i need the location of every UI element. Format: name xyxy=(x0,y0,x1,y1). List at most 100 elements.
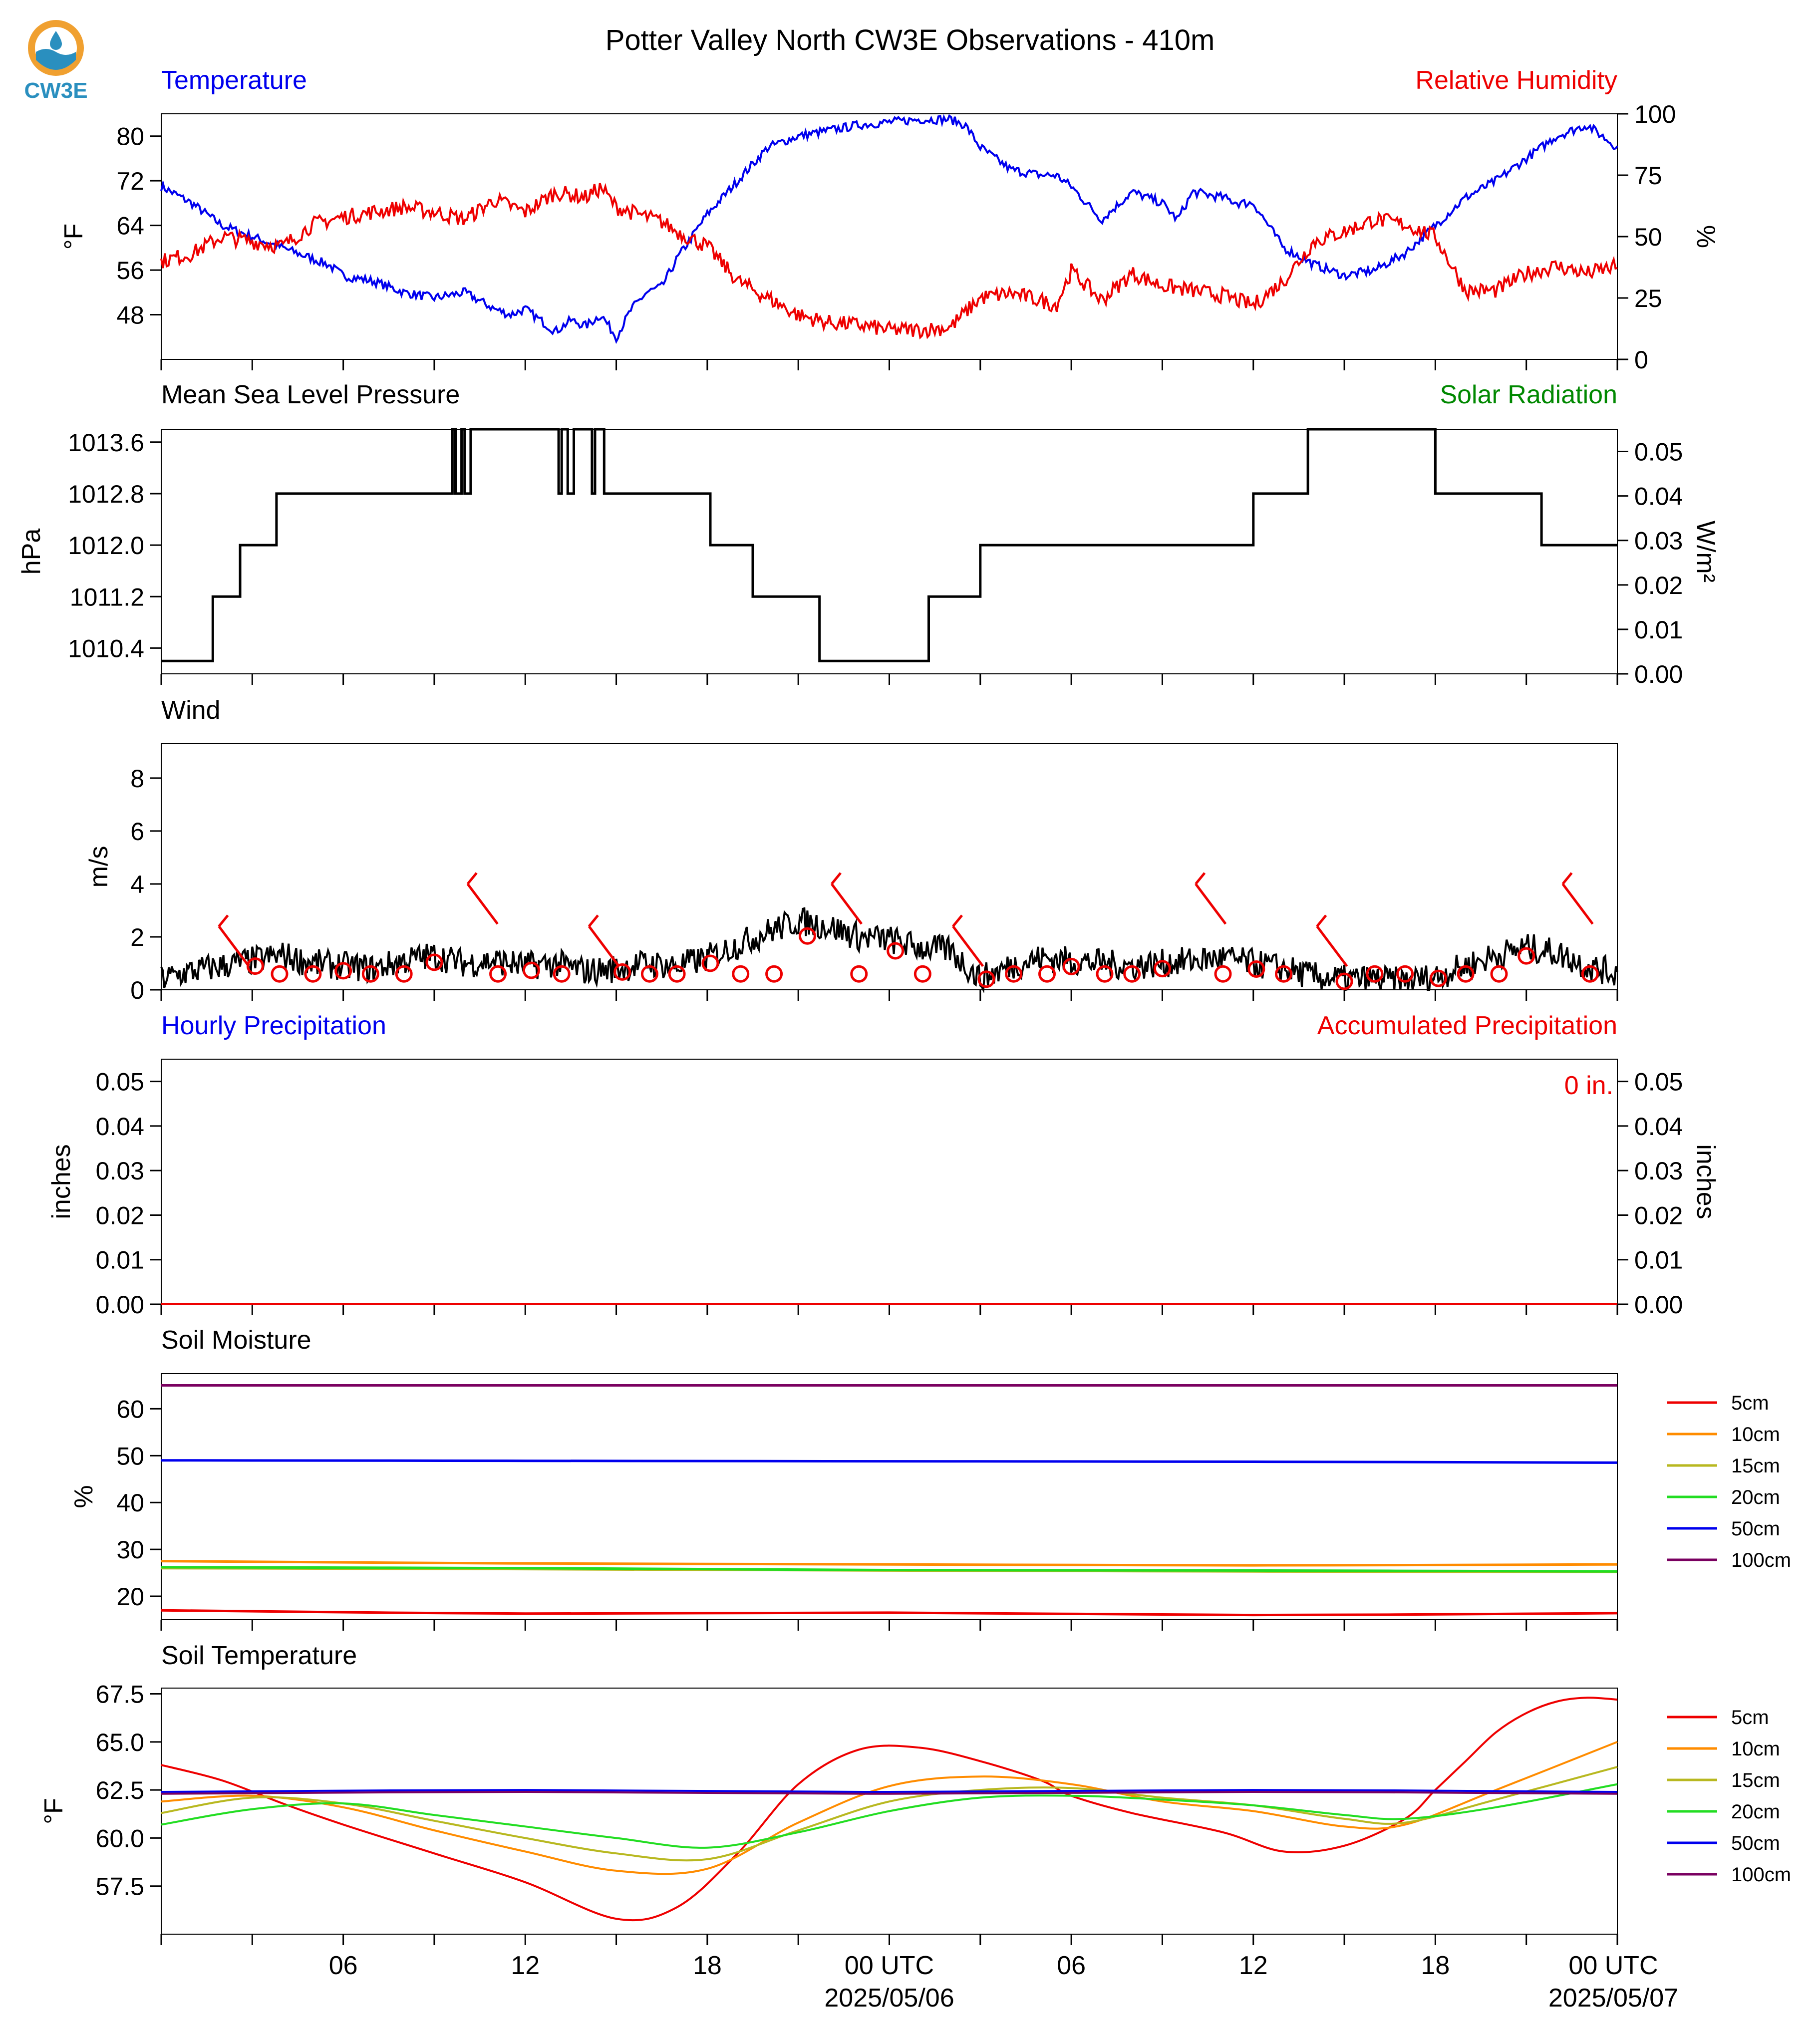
y-tick-label-right: 100 xyxy=(1634,100,1676,128)
panel-title-left: Hourly Precipitation xyxy=(161,1011,386,1040)
calm-wind-marker xyxy=(850,965,868,983)
legend-label: 20cm xyxy=(1731,1486,1780,1508)
calm-wind-marker xyxy=(1062,957,1080,975)
soil-temperature-50cm-line xyxy=(161,1789,1618,1793)
calm-wind-marker xyxy=(613,963,631,981)
y-tick-label: 64 xyxy=(116,212,144,240)
calm-wind-marker xyxy=(246,957,264,975)
panel-title-left: Wind xyxy=(161,696,220,725)
soil-temperature-panel: Soil Temperature 57.5 60.0 62.5 65.0 67.5 °F 5c… xyxy=(39,1641,1791,2013)
y-tick-label: 2 xyxy=(130,923,144,951)
y-axis-label: m/s xyxy=(84,846,113,888)
y-tick-label: 1012.8 xyxy=(68,480,144,508)
temperature-line xyxy=(160,114,1618,344)
calm-wind-marker xyxy=(798,927,816,945)
wind-barb-flag xyxy=(218,914,229,927)
y-tick-label-right: 0.04 xyxy=(1634,1113,1683,1141)
y-tick-label: 40 xyxy=(116,1489,144,1517)
calm-wind-marker xyxy=(1366,965,1384,983)
calm-wind-marker xyxy=(271,965,289,983)
legend-label: 100cm xyxy=(1731,1864,1791,1886)
calm-wind-marker xyxy=(1581,965,1599,983)
y-axis-label-right: inches xyxy=(1691,1144,1720,1219)
calm-wind-marker xyxy=(1275,965,1293,983)
wind-barb-flag xyxy=(466,872,478,885)
calm-wind-marker xyxy=(913,965,931,983)
y-tick-label-right: 0.04 xyxy=(1634,483,1683,511)
y-tick-label: 0.03 xyxy=(96,1157,144,1185)
y-tick-label: 80 xyxy=(116,123,144,151)
y-tick-label: 1011.2 xyxy=(70,583,144,611)
y-tick-label: 62.5 xyxy=(96,1776,144,1804)
calm-wind-marker xyxy=(1457,965,1475,983)
legend-label: 10cm xyxy=(1731,1738,1780,1760)
panel-title-right: Accumulated Precipitation xyxy=(1317,1011,1617,1040)
soil-moisture-5cm-line xyxy=(161,1609,1618,1617)
calm-wind-marker xyxy=(1153,960,1171,978)
y-tick-label: 67.5 xyxy=(96,1681,144,1709)
y-tick-label: 0.01 xyxy=(96,1246,144,1274)
y-tick-label: 60.0 xyxy=(96,1824,144,1852)
soil-moisture-50cm-line xyxy=(161,1459,1618,1464)
legend-label: 5cm xyxy=(1731,1707,1769,1729)
legend-label: 10cm xyxy=(1731,1424,1780,1446)
accumulated-total-label: 0 in. xyxy=(1564,1071,1613,1100)
y-tick-label: 57.5 xyxy=(96,1873,144,1901)
wind-barb-flag xyxy=(952,914,963,927)
y-tick-label: 72 xyxy=(116,167,144,195)
pressure-panel: Mean Sea Level Pressure Solar Radiation 10… xyxy=(17,380,1720,688)
wind-barb xyxy=(1195,883,1227,925)
y-tick-label: 6 xyxy=(130,818,144,846)
x-tick-label: 12 xyxy=(1239,1951,1268,1980)
y-axis-label-right: W/m² xyxy=(1691,521,1720,582)
y-tick-label-right: 0.00 xyxy=(1634,660,1683,688)
x-tick-label: 00 UTC xyxy=(845,1951,934,1980)
soil-moisture-20cm-line xyxy=(161,1566,1618,1573)
x-tick-label: 00 UTC xyxy=(1568,1951,1658,1980)
calm-wind-marker xyxy=(1396,965,1414,983)
legend-label: 20cm xyxy=(1731,1801,1780,1823)
y-tick-label: 0.04 xyxy=(96,1113,144,1141)
y-tick-label-right: 25 xyxy=(1634,285,1662,312)
x-tick-label: 18 xyxy=(693,1951,722,1980)
y-tick-label-right: 0.05 xyxy=(1634,1068,1683,1096)
y-tick-label: 4 xyxy=(130,870,144,898)
y-tick-label-right: 0 xyxy=(1634,346,1648,374)
soil-temperature-100cm-line xyxy=(161,1790,1618,1795)
panel-title-left: Soil Moisture xyxy=(161,1326,311,1355)
soil-temperature-5cm-line xyxy=(161,1697,1618,1922)
x-date-label: 2025/05/06 xyxy=(824,1984,954,2013)
y-tick-label: 0.02 xyxy=(96,1201,144,1229)
panel-title-right: Relative Humidity xyxy=(1415,66,1617,95)
y-tick-label: 1010.4 xyxy=(68,634,144,662)
wind-barb-flag xyxy=(831,872,842,885)
y-tick-label: 48 xyxy=(116,301,144,329)
panel-title-right: Solar Radiation xyxy=(1440,380,1617,409)
panels: Temperature Relative Humidity485664728002… xyxy=(17,66,1791,2013)
calm-wind-marker xyxy=(361,965,379,983)
legend-label: 15cm xyxy=(1731,1769,1780,1791)
calm-wind-marker xyxy=(1123,965,1141,983)
logo-drop xyxy=(50,31,62,50)
calm-wind-marker xyxy=(765,965,783,983)
cw3e-logo: CW3E xyxy=(24,20,88,103)
wind-barb-flag xyxy=(1561,872,1573,885)
y-tick-label: 56 xyxy=(116,257,144,285)
y-tick-label-right: 75 xyxy=(1634,162,1662,190)
y-tick-label: 50 xyxy=(116,1442,144,1470)
calm-wind-marker xyxy=(1429,969,1447,987)
logo-wave xyxy=(36,49,76,70)
wind-barb xyxy=(466,883,499,925)
y-tick-label: 0 xyxy=(130,976,144,1004)
x-date-label: 2025/05/07 xyxy=(1548,1984,1678,2013)
pressure-line xyxy=(161,428,1617,662)
calm-wind-marker xyxy=(668,965,686,983)
calm-wind-marker xyxy=(553,965,571,983)
wind-barb xyxy=(1316,925,1348,967)
humidity-line xyxy=(160,183,1618,340)
y-tick-label-right: 0.02 xyxy=(1634,572,1683,599)
y-tick-label: 30 xyxy=(116,1536,144,1564)
y-axis-label: °F xyxy=(59,224,88,250)
y-tick-label: 8 xyxy=(130,765,144,793)
calm-wind-marker xyxy=(304,965,322,983)
